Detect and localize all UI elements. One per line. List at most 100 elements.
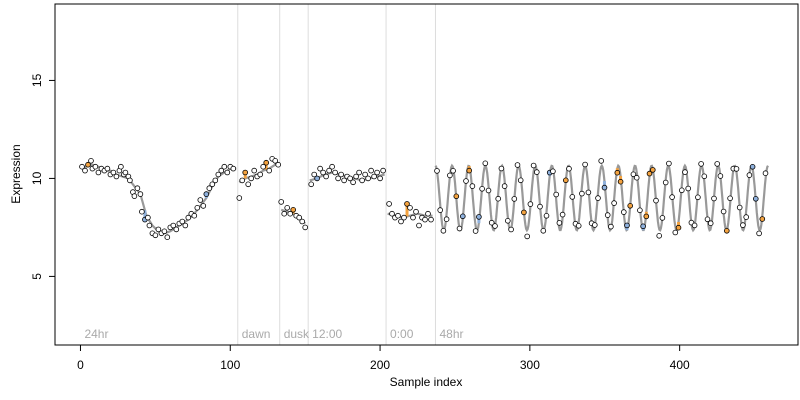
data-point bbox=[212, 177, 219, 184]
data-point bbox=[278, 199, 285, 205]
data-point bbox=[479, 186, 485, 192]
data-point bbox=[695, 194, 701, 201]
region-label: 12:00 bbox=[312, 327, 342, 341]
y-tick-label: 15 bbox=[30, 73, 44, 87]
data-point bbox=[251, 167, 258, 174]
data-point bbox=[672, 229, 679, 236]
data-point bbox=[137, 191, 144, 197]
data-point bbox=[646, 170, 653, 177]
data-point bbox=[537, 203, 543, 210]
data-point bbox=[656, 233, 662, 239]
data-point bbox=[242, 169, 249, 176]
data-point bbox=[308, 181, 315, 188]
data-point bbox=[209, 181, 216, 188]
data-point bbox=[508, 226, 514, 233]
data-point bbox=[200, 203, 207, 209]
data-point bbox=[236, 195, 243, 201]
data-point bbox=[666, 160, 672, 167]
data-point bbox=[79, 163, 85, 170]
x-tick-label: 200 bbox=[370, 358, 390, 372]
data-point bbox=[682, 169, 688, 175]
data-point bbox=[173, 226, 180, 233]
data-point bbox=[543, 213, 550, 219]
data-point bbox=[359, 177, 365, 184]
data-point bbox=[482, 160, 489, 167]
data-point bbox=[127, 177, 133, 184]
data-point bbox=[194, 205, 201, 211]
data-point bbox=[407, 205, 413, 211]
data-point bbox=[501, 183, 508, 189]
data-point bbox=[611, 200, 617, 206]
data-point bbox=[145, 214, 151, 221]
data-point bbox=[218, 167, 225, 174]
data-point bbox=[386, 201, 392, 207]
data-point bbox=[562, 177, 569, 184]
data-point bbox=[281, 210, 288, 217]
data-point bbox=[314, 175, 320, 182]
data-point bbox=[453, 193, 460, 200]
data-point bbox=[736, 204, 743, 211]
data-point bbox=[296, 214, 303, 221]
x-tick-label: 100 bbox=[220, 358, 240, 372]
data-point bbox=[185, 214, 192, 221]
data-point bbox=[752, 196, 759, 202]
y-tick-label: 10 bbox=[30, 171, 44, 185]
data-point bbox=[740, 222, 746, 228]
data-point bbox=[685, 185, 691, 192]
data-point bbox=[239, 177, 246, 184]
data-point bbox=[437, 207, 444, 213]
data-point bbox=[401, 214, 407, 221]
y-tick-label: 5 bbox=[30, 273, 44, 280]
data-point bbox=[299, 218, 306, 225]
data-point bbox=[95, 169, 102, 176]
data-point bbox=[368, 167, 374, 174]
data-point bbox=[113, 173, 120, 180]
data-point bbox=[203, 191, 210, 197]
data-point bbox=[450, 168, 456, 174]
data-point bbox=[182, 222, 189, 229]
data-point bbox=[637, 207, 643, 214]
data-point bbox=[110, 169, 117, 176]
data-point bbox=[723, 228, 730, 234]
x-tick-label: 400 bbox=[670, 358, 690, 372]
data-point bbox=[620, 209, 627, 215]
data-point bbox=[356, 169, 362, 176]
data-point bbox=[413, 208, 419, 215]
data-point bbox=[727, 195, 733, 202]
data-point bbox=[511, 196, 518, 202]
data-point bbox=[266, 167, 273, 174]
data-point bbox=[733, 166, 740, 172]
x-tick-label: 300 bbox=[520, 358, 540, 372]
data-point bbox=[122, 169, 129, 176]
data-point bbox=[504, 218, 511, 224]
fit-line bbox=[80, 163, 237, 235]
data-point bbox=[698, 161, 704, 167]
data-point bbox=[104, 165, 111, 172]
plot-frame bbox=[54, 3, 799, 346]
data-point bbox=[662, 179, 669, 186]
data-point bbox=[248, 175, 255, 182]
data-point bbox=[82, 167, 88, 174]
data-point bbox=[495, 195, 502, 202]
data-point bbox=[332, 169, 338, 176]
data-point bbox=[707, 220, 714, 227]
data-point bbox=[601, 184, 608, 191]
data-point bbox=[224, 169, 231, 176]
data-point bbox=[335, 175, 341, 182]
data-point bbox=[245, 181, 252, 188]
region-label: 48hr bbox=[439, 327, 463, 341]
data-point bbox=[540, 228, 547, 234]
data-point bbox=[514, 162, 521, 168]
data-point bbox=[398, 218, 404, 225]
x-axis-label: Sample index bbox=[390, 375, 463, 389]
data-point bbox=[591, 222, 598, 228]
data-point bbox=[756, 230, 762, 237]
data-point bbox=[422, 216, 428, 223]
data-point bbox=[717, 173, 724, 179]
data-point bbox=[257, 171, 264, 178]
data-point bbox=[416, 222, 422, 229]
data-point bbox=[350, 179, 356, 186]
data-point bbox=[206, 185, 213, 192]
region-label: 24hr bbox=[84, 327, 108, 341]
data-point bbox=[440, 228, 447, 234]
